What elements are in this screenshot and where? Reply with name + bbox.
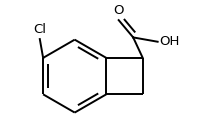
Text: Cl: Cl <box>33 24 46 36</box>
Text: OH: OH <box>159 35 180 48</box>
Text: O: O <box>113 4 124 17</box>
